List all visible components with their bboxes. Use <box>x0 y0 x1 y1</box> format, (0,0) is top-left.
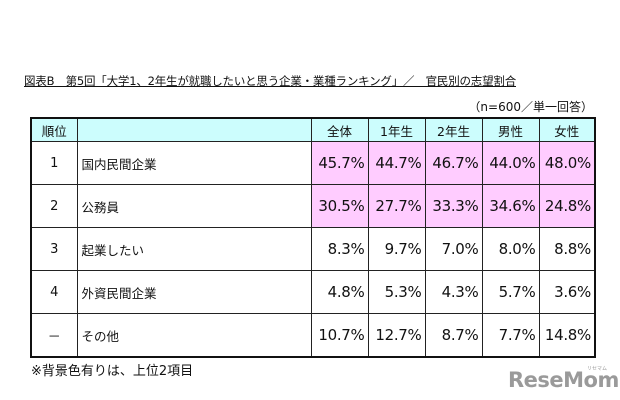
table-row: － その他 10.7% 12.7% 8.7% 7.7% 14.8% <box>30 313 596 358</box>
value-cell: 24.8% <box>538 184 596 228</box>
value-cell: 8.7% <box>424 313 483 358</box>
value-cell: 45.7% <box>310 141 369 185</box>
value-cell: 8.3% <box>310 227 369 271</box>
value-cell: 44.0% <box>481 141 540 185</box>
value-cell: 5.7% <box>481 270 540 314</box>
header-male: 男性 <box>481 117 540 142</box>
header-rank: 順位 <box>30 117 78 142</box>
value-cell: 30.5% <box>310 184 369 228</box>
category-cell: 起業したい <box>76 227 312 271</box>
value-cell: 44.7% <box>367 141 426 185</box>
ranking-table: 順位 全体 1年生 2年生 男性 女性 1 国内民間企業 45.7% 44.7%… <box>30 117 596 358</box>
value-cell: 5.3% <box>367 270 426 314</box>
header-female: 女性 <box>538 117 596 142</box>
value-cell: 7.0% <box>424 227 483 271</box>
header-label <box>76 117 312 142</box>
rank-cell: 1 <box>30 141 78 185</box>
header-total: 全体 <box>310 117 369 142</box>
table-row: 4 外資民間企業 4.8% 5.3% 4.3% 5.7% 3.6% <box>30 270 596 314</box>
table-row: 2 公務員 30.5% 27.7% 33.3% 34.6% 24.8% <box>30 184 596 228</box>
category-cell: 外資民間企業 <box>76 270 312 314</box>
footnote: ※背景色有りは、上位2項目 <box>31 364 194 379</box>
header-year2: 2年生 <box>424 117 483 142</box>
sample-size-note: （n=600／単一回答） <box>468 100 593 114</box>
value-cell: 4.3% <box>424 270 483 314</box>
value-cell: 33.3% <box>424 184 483 228</box>
header-year1: 1年生 <box>367 117 426 142</box>
resemom-logo: ReseMom <box>508 368 619 392</box>
value-cell: 8.0% <box>481 227 540 271</box>
value-cell: 14.8% <box>538 313 596 358</box>
rank-cell: 3 <box>30 227 78 271</box>
value-cell: 4.8% <box>310 270 369 314</box>
table-row: 3 起業したい 8.3% 9.7% 7.0% 8.0% 8.8% <box>30 227 596 271</box>
rank-cell: － <box>30 313 78 358</box>
figure-title: 図表B 第5回「大学1、2年生が就職したいと思う企業・業種ランキング」／ 官民別… <box>24 74 516 88</box>
category-cell: 公務員 <box>76 184 312 228</box>
value-cell: 34.6% <box>481 184 540 228</box>
value-cell: 48.0% <box>538 141 596 185</box>
watermark-kana: リセマム <box>587 366 608 372</box>
value-cell: 9.7% <box>367 227 426 271</box>
category-cell: その他 <box>76 313 312 358</box>
table-row: 1 国内民間企業 45.7% 44.7% 46.7% 44.0% 48.0% <box>30 141 596 185</box>
category-cell: 国内民間企業 <box>76 141 312 185</box>
value-cell: 46.7% <box>424 141 483 185</box>
rank-cell: 4 <box>30 270 78 314</box>
value-cell: 12.7% <box>367 313 426 358</box>
header-row: 順位 全体 1年生 2年生 男性 女性 <box>30 117 596 142</box>
value-cell: 7.7% <box>481 313 540 358</box>
value-cell: 8.8% <box>538 227 596 271</box>
value-cell: 27.7% <box>367 184 426 228</box>
value-cell: 10.7% <box>310 313 369 358</box>
value-cell: 3.6% <box>538 270 596 314</box>
rank-cell: 2 <box>30 184 78 228</box>
